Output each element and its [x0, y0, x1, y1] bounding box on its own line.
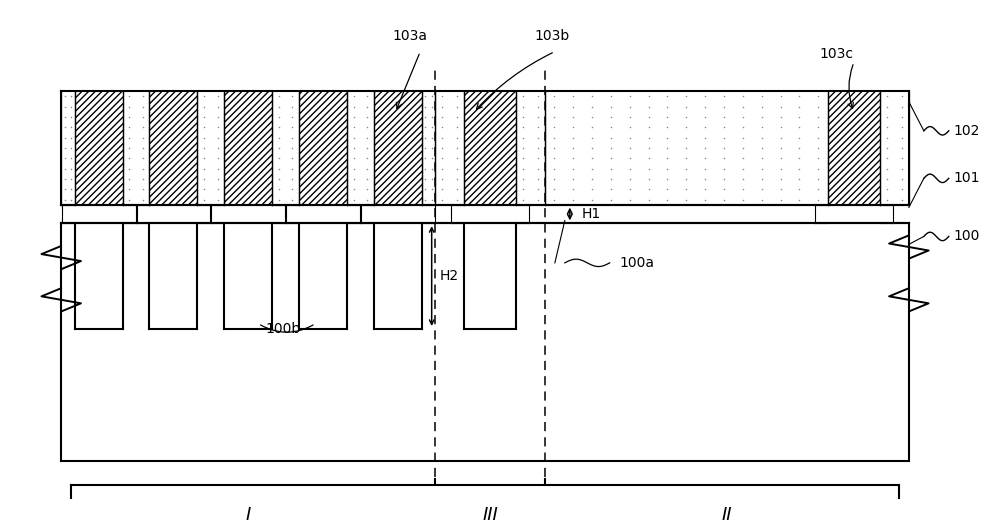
Text: 100b: 100b: [266, 322, 301, 336]
Bar: [299, 223, 347, 329]
Text: H1: H1: [582, 207, 601, 221]
Bar: [286, 205, 299, 223]
Bar: [451, 205, 464, 223]
Bar: [75, 223, 123, 329]
Bar: [211, 205, 224, 223]
Bar: [361, 205, 374, 223]
Bar: [545, 91, 828, 205]
Text: 103b: 103b: [535, 29, 570, 42]
Bar: [224, 223, 272, 329]
Bar: [137, 205, 149, 223]
Text: H2: H2: [440, 269, 459, 283]
Bar: [422, 91, 435, 205]
Text: 100a: 100a: [620, 256, 655, 270]
Bar: [272, 91, 299, 205]
Text: 100: 100: [954, 229, 980, 243]
Bar: [347, 91, 374, 205]
Bar: [347, 205, 360, 223]
Bar: [123, 205, 136, 223]
Bar: [880, 205, 893, 223]
Text: I: I: [246, 506, 251, 524]
Text: 102: 102: [954, 124, 980, 138]
Bar: [435, 91, 464, 205]
Bar: [149, 91, 197, 205]
Bar: [374, 223, 422, 329]
Bar: [149, 223, 197, 329]
Text: 101: 101: [954, 172, 980, 185]
Text: II: II: [722, 506, 732, 524]
Bar: [75, 91, 123, 205]
Bar: [374, 91, 422, 205]
Bar: [464, 223, 516, 329]
Bar: [197, 91, 224, 205]
Bar: [464, 91, 516, 205]
Bar: [272, 205, 285, 223]
Bar: [224, 91, 272, 205]
Bar: [197, 205, 210, 223]
Bar: [299, 91, 347, 205]
Bar: [516, 205, 529, 223]
Bar: [880, 91, 909, 205]
Bar: [123, 91, 149, 205]
Text: III: III: [482, 506, 498, 524]
Bar: [61, 91, 75, 205]
Bar: [828, 91, 880, 205]
Bar: [422, 205, 435, 223]
Text: 103a: 103a: [393, 29, 428, 42]
Bar: [815, 205, 828, 223]
Bar: [516, 91, 545, 205]
Text: 103c: 103c: [819, 47, 853, 61]
Bar: [62, 205, 75, 223]
